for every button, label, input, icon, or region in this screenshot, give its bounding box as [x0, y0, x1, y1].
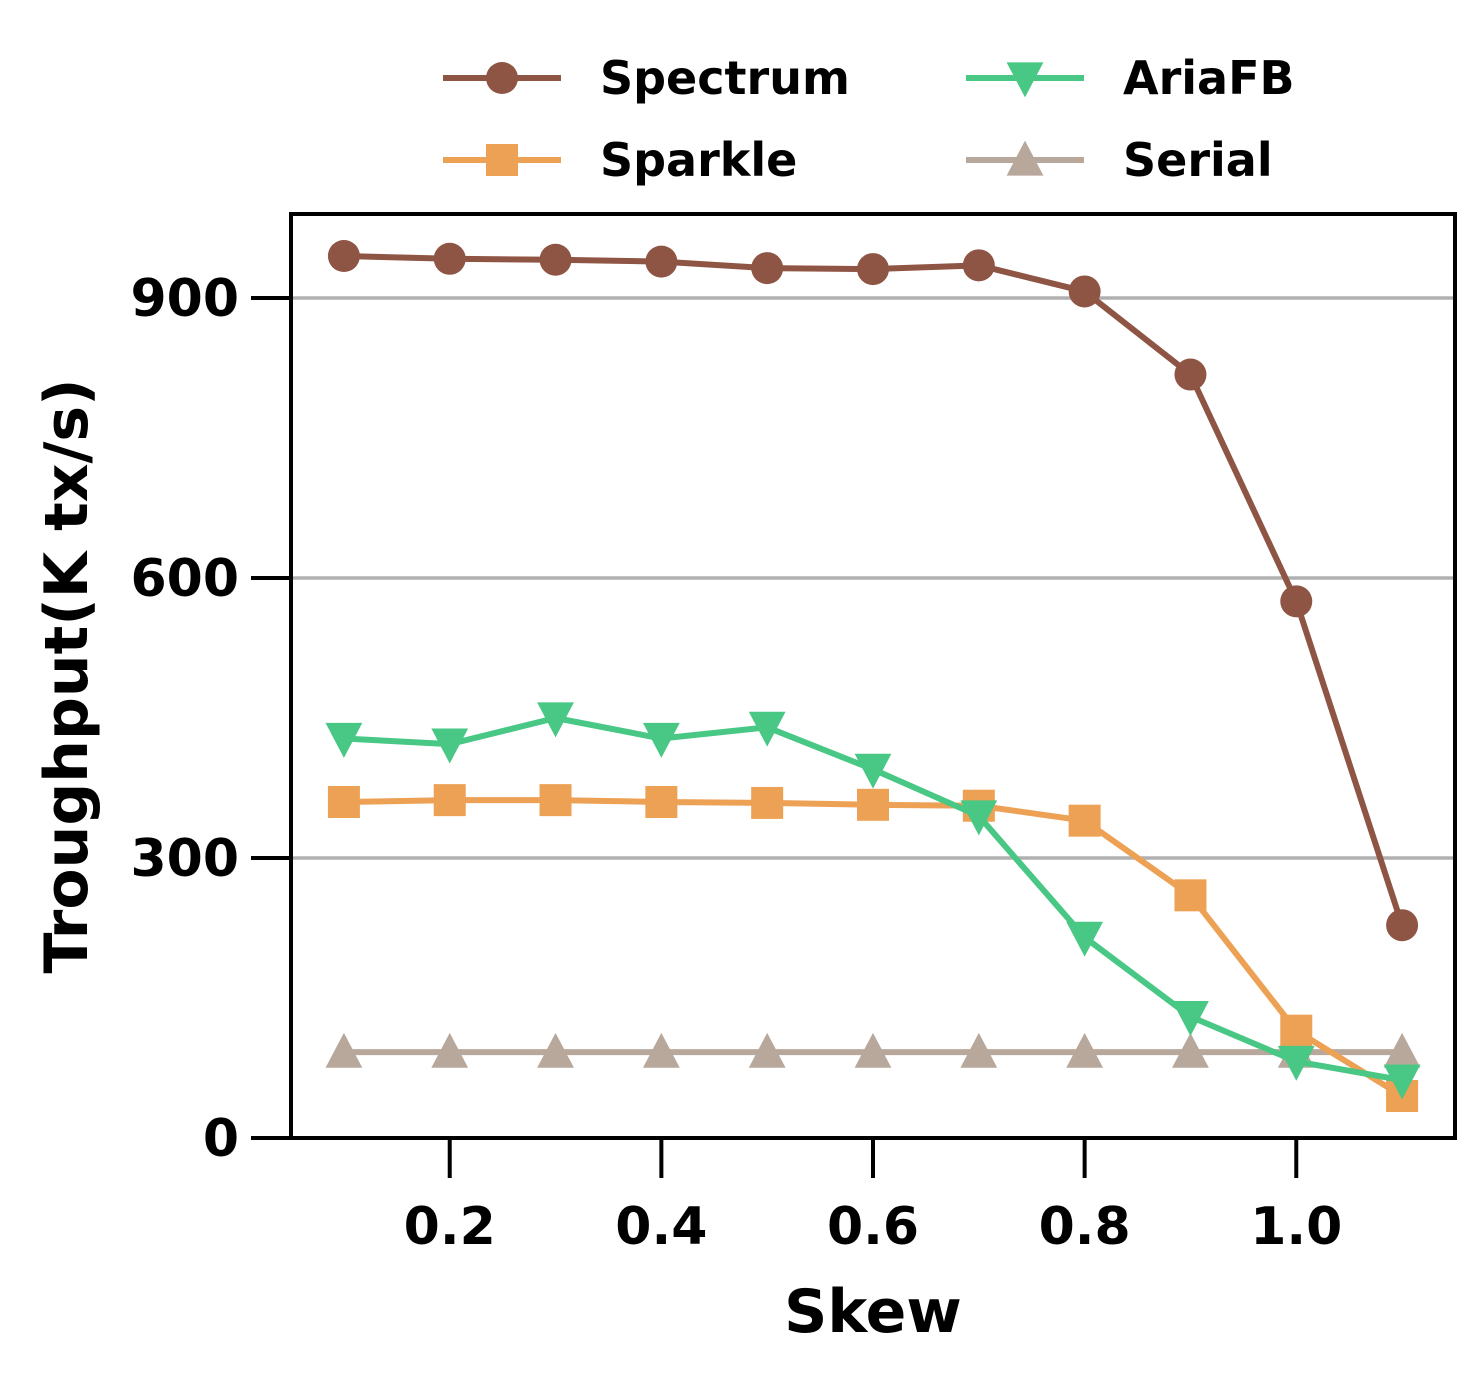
data-point — [748, 1032, 786, 1068]
legend-item-ariafb: AriaFB — [966, 51, 1295, 105]
series-serial — [325, 1032, 1421, 1068]
data-point — [960, 1032, 998, 1068]
legend-item-serial: Serial — [966, 133, 1273, 187]
legend-marker — [486, 62, 518, 94]
data-point — [325, 1032, 363, 1068]
data-point — [1172, 1001, 1209, 1036]
data-point — [1068, 804, 1101, 837]
legend-label: Serial — [1123, 133, 1273, 187]
legend-label: Sparkle — [600, 133, 797, 187]
data-point — [1277, 1045, 1315, 1081]
data-point — [1174, 358, 1207, 391]
series-sparkle — [327, 784, 1419, 1112]
data-point — [537, 702, 574, 738]
legend-label: AriaFB — [1123, 51, 1295, 105]
data-point — [1383, 1064, 1421, 1100]
legend-item-spectrum: Spectrum — [443, 51, 850, 105]
data-point — [539, 784, 572, 817]
data-point — [1068, 275, 1101, 308]
data-point — [642, 722, 680, 758]
data-point — [748, 711, 786, 747]
plot-frame — [289, 212, 1457, 1140]
x-tick-label: 0.8 — [1039, 1197, 1131, 1257]
data-point — [962, 249, 995, 282]
legend-item-sparkle: Sparkle — [443, 133, 797, 187]
data-point — [1280, 585, 1313, 618]
data-point — [854, 1032, 892, 1068]
data-point — [431, 1032, 469, 1068]
plot-series — [325, 240, 1421, 1112]
data-point — [433, 242, 466, 275]
data-point — [431, 728, 469, 764]
data-point — [1066, 1032, 1104, 1068]
x-axis-title: Skew — [784, 1277, 962, 1347]
y-axis-title: Troughput(K tx/s) — [32, 378, 102, 973]
data-point — [433, 784, 466, 817]
data-point — [325, 722, 363, 758]
legend: Spectrum AriaFB Sparkle Serial — [443, 51, 1295, 187]
legend-marker — [1006, 140, 1044, 176]
x-tick-label: 0.4 — [615, 1197, 707, 1257]
data-point — [1174, 879, 1207, 912]
data-point — [1383, 1032, 1421, 1068]
data-point — [645, 245, 678, 278]
data-point — [1066, 921, 1104, 957]
data-point — [642, 1032, 680, 1068]
legend-marker — [1006, 62, 1044, 98]
data-point — [854, 753, 892, 789]
x-tick-label: 0.6 — [827, 1197, 919, 1257]
y-tick-label: 600 — [130, 549, 239, 609]
data-point — [960, 800, 998, 836]
x-tick-label: 0.2 — [404, 1197, 496, 1257]
data-point — [327, 240, 360, 272]
data-point — [645, 786, 678, 818]
series-ariafb — [325, 702, 1421, 1100]
grid-lines — [291, 296, 1455, 860]
data-point — [857, 253, 889, 286]
series-line — [343, 253, 1405, 927]
y-tick-label: 0 — [203, 1109, 239, 1169]
data-point — [1172, 1032, 1209, 1068]
axes: 0 300 600 900 0.2 0.4 0.6 0.8 1.0 — [130, 269, 1342, 1257]
data-point — [751, 786, 784, 819]
x-tick-label: 1.0 — [1250, 1197, 1342, 1257]
data-point — [751, 252, 784, 285]
legend-label: Spectrum — [600, 51, 850, 105]
data-point — [857, 788, 889, 821]
legend-marker — [486, 144, 518, 176]
data-point — [539, 243, 572, 276]
y-tick-label: 300 — [130, 829, 239, 889]
series-spectrum — [327, 240, 1419, 942]
data-point — [327, 786, 360, 818]
data-point — [1280, 1014, 1313, 1047]
data-point — [537, 1032, 574, 1068]
y-tick-label: 900 — [130, 269, 239, 329]
data-point — [1386, 909, 1419, 942]
